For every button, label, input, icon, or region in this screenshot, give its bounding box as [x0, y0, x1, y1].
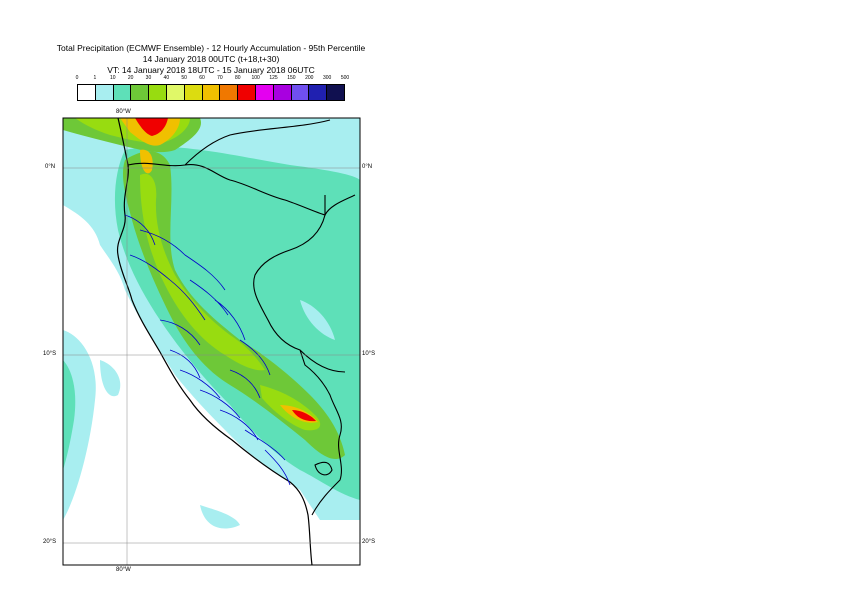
lon-label-top: 80°W [116, 109, 131, 115]
region-borders [124, 214, 291, 486]
legend-threshold-label: 0 [75, 75, 79, 81]
precip-20mm-andes [122, 151, 345, 460]
showers-patch-ocean-2 [63, 360, 76, 470]
legend-swatch [273, 85, 292, 100]
colour-legend [77, 84, 345, 101]
legend-threshold-label: 70 [217, 75, 223, 81]
legend-swatch [78, 85, 96, 100]
legend-swatch [291, 85, 310, 100]
showers-patch-ocean-4 [200, 505, 240, 529]
lat-label-20-right: 20°S [362, 539, 376, 545]
chart-title: Total Precipitation (ECMWF Ensemble) - 1… [56, 43, 366, 53]
legend-swatch [184, 85, 203, 100]
lat-label-0-right: 0°N [362, 164, 373, 170]
legend-swatch [149, 85, 167, 100]
dry-area-west [63, 205, 360, 565]
legend-threshold-label: 150 [287, 75, 296, 81]
legend-threshold-label: 125 [269, 75, 278, 81]
legend-swatch [95, 85, 114, 100]
legend-threshold-label: 20 [127, 75, 134, 81]
legend-swatch [166, 85, 185, 100]
legend-threshold-label: 300 [322, 75, 332, 81]
precip-80mm-north [135, 118, 168, 136]
legend-swatch [238, 85, 256, 100]
legend-threshold-label: 10 [109, 75, 116, 81]
legend-threshold-label: 500 [340, 75, 350, 81]
precip-60mm-ecuador [140, 149, 153, 174]
legend-swatch [113, 85, 132, 100]
graticule [63, 118, 360, 565]
legend-swatch [255, 85, 274, 100]
legend-threshold-label: 100 [251, 75, 260, 81]
legend-swatch [220, 85, 239, 100]
precip-100mm-south [292, 410, 316, 422]
coastline [116, 118, 313, 565]
valid-time-label: VT: 14 January 2018 18UTC - 15 January 2… [107, 65, 315, 75]
lat-label-0-left: 0°N [45, 164, 56, 170]
legend-swatch [131, 85, 150, 100]
legend-threshold-label: 50 [181, 75, 187, 81]
legend-swatch [309, 85, 328, 100]
legend-threshold-label: 1 [93, 75, 97, 81]
precip-40mm-andes [140, 173, 265, 371]
country-borders [127, 119, 356, 516]
legend-threshold-labels: 0 1 10 20 30 40 50 60 70 80 100 125 150 200 300 500 [0, 75, 842, 85]
legend-threshold-label: 30 [145, 75, 152, 81]
lat-label-20-left: 20°S [43, 539, 57, 545]
precip-10mm-east [300, 300, 335, 340]
lat-label-10-left: 10°S [43, 351, 57, 357]
lon-label-bottom: 80°W [116, 567, 131, 573]
legend-threshold-label: 80 [235, 75, 241, 81]
showers-patch-ocean-3 [100, 360, 121, 397]
legend-threshold-label: 40 [163, 75, 170, 81]
legend-threshold-label: 60 [199, 75, 205, 81]
legend-threshold-label: 200 [305, 75, 314, 81]
map-frame [62, 117, 361, 566]
lat-label-10-right: 10°S [362, 351, 376, 357]
base-time-label: 14 January 2018 00UTC (t+18,t+30) [142, 54, 280, 64]
legend-swatch [327, 85, 344, 100]
legend-swatch [202, 85, 221, 100]
